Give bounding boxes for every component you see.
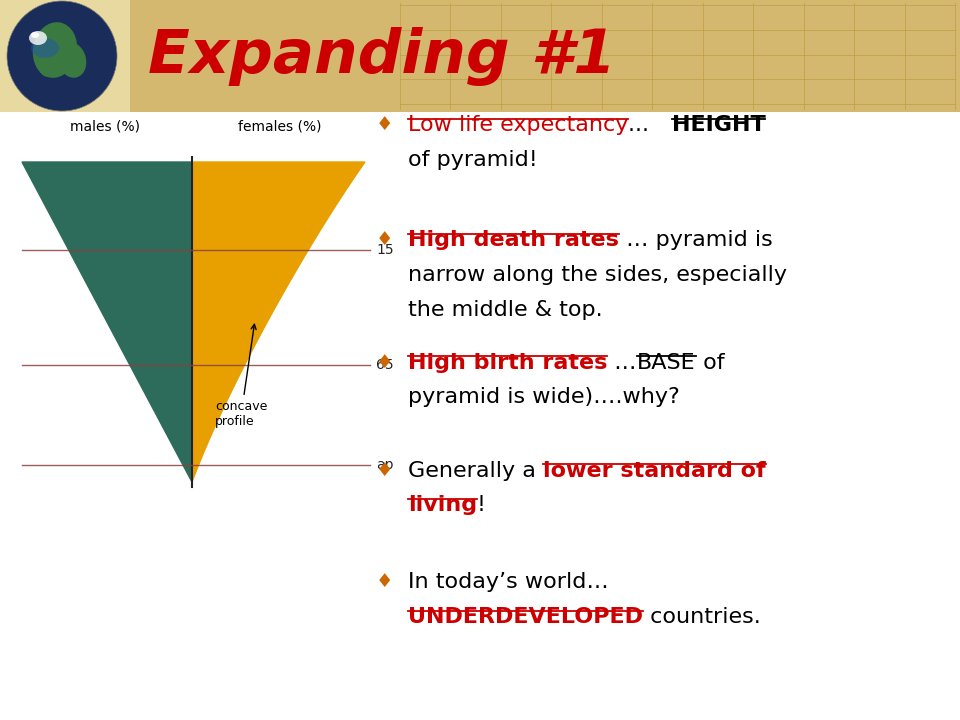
- FancyBboxPatch shape: [85, 0, 960, 112]
- Text: the middle & top.: the middle & top.: [408, 300, 603, 320]
- Text: Generally a: Generally a: [408, 461, 543, 481]
- FancyBboxPatch shape: [0, 0, 130, 112]
- Ellipse shape: [29, 31, 47, 45]
- Ellipse shape: [38, 53, 58, 77]
- Text: High death rates: High death rates: [408, 230, 619, 251]
- Text: ♦: ♦: [375, 353, 393, 372]
- Text: HEIGHT: HEIGHT: [672, 115, 765, 135]
- Text: In today’s world…: In today’s world…: [408, 572, 609, 593]
- Text: Expanding #1: Expanding #1: [148, 27, 616, 86]
- Ellipse shape: [31, 32, 39, 38]
- Ellipse shape: [7, 1, 117, 111]
- Text: ...: ...: [629, 115, 672, 135]
- Text: pyramid is wide)….why?: pyramid is wide)….why?: [408, 387, 680, 408]
- Ellipse shape: [31, 38, 59, 58]
- Polygon shape: [22, 162, 192, 482]
- Text: Low life expectancy: Low life expectancy: [408, 115, 629, 135]
- Text: narrow along the sides, especially: narrow along the sides, especially: [408, 265, 787, 285]
- Text: females (%): females (%): [238, 119, 322, 133]
- Text: concave
profile: concave profile: [215, 324, 268, 428]
- Text: countries.: countries.: [643, 607, 760, 627]
- Text: ♦: ♦: [375, 230, 393, 249]
- Text: High birth rates: High birth rates: [408, 353, 608, 373]
- Polygon shape: [192, 162, 365, 482]
- Ellipse shape: [58, 42, 86, 78]
- Text: ♦: ♦: [375, 461, 393, 480]
- Text: ap: ap: [376, 458, 394, 472]
- Text: ♦: ♦: [375, 115, 393, 134]
- Text: 15: 15: [376, 243, 394, 257]
- Text: of pyramid!: of pyramid!: [408, 150, 538, 170]
- Text: … pyramid is: … pyramid is: [619, 230, 773, 251]
- Text: BASE: BASE: [636, 353, 695, 373]
- Text: males (%): males (%): [70, 119, 140, 133]
- Text: of: of: [695, 353, 724, 373]
- Text: UNDERDEVELOPED: UNDERDEVELOPED: [408, 607, 643, 627]
- Text: ♦: ♦: [375, 572, 393, 591]
- Text: lower standard of: lower standard of: [543, 461, 766, 481]
- Text: !: !: [477, 495, 486, 516]
- Text: …: …: [608, 353, 636, 373]
- Text: living: living: [408, 495, 477, 516]
- Text: 65: 65: [376, 358, 394, 372]
- Ellipse shape: [33, 22, 77, 78]
